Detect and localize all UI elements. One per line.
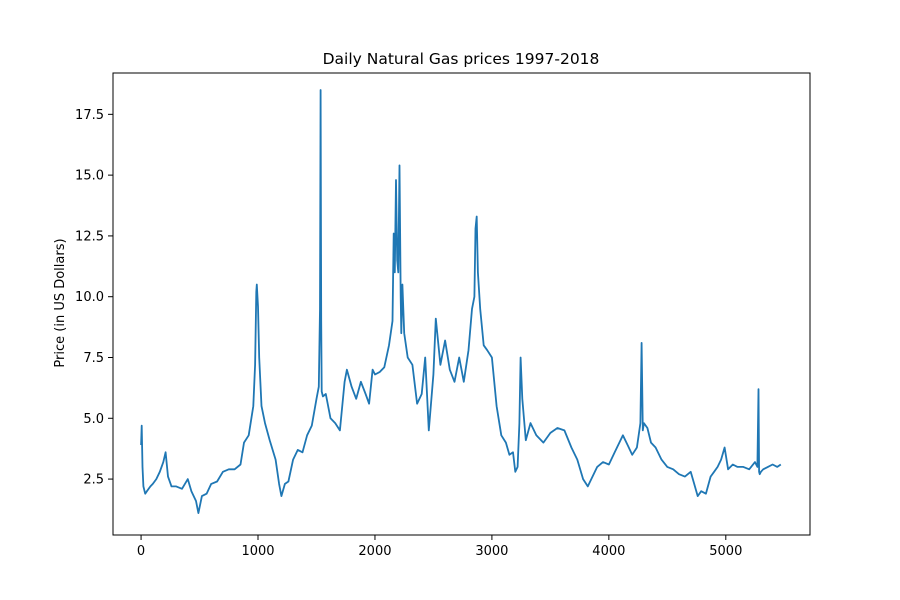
axis-ticks: 0 1000 2000 3000 4000 5000 2.5 5.0 7.5 10.0 12.5 15… (75, 108, 742, 559)
chart-title: Daily Natural Gas prices 1997-2018 (323, 50, 600, 68)
y-tick-label: 7.5 (83, 351, 104, 366)
x-tick-label: 0 (137, 544, 145, 559)
y-tick-label: 15.0 (75, 169, 104, 184)
x-tick-label: 2000 (358, 544, 391, 559)
y-tick-label: 2.5 (83, 473, 104, 488)
plot-frame (112, 72, 811, 536)
x-tick-label: 3000 (475, 544, 508, 559)
y-tick-label: 5.0 (83, 412, 104, 427)
x-tick-label: 5000 (709, 544, 742, 559)
y-tick-label: 12.5 (75, 229, 104, 244)
y-axis-label: Price (in US Dollars) (53, 238, 68, 367)
x-tick-label: 1000 (241, 544, 274, 559)
x-tick-label: 4000 (592, 544, 625, 559)
y-tick-label: 17.5 (75, 108, 104, 123)
series-group (140, 89, 782, 514)
series-line-0 (140, 89, 782, 514)
y-tick-label: 10.0 (75, 290, 104, 305)
